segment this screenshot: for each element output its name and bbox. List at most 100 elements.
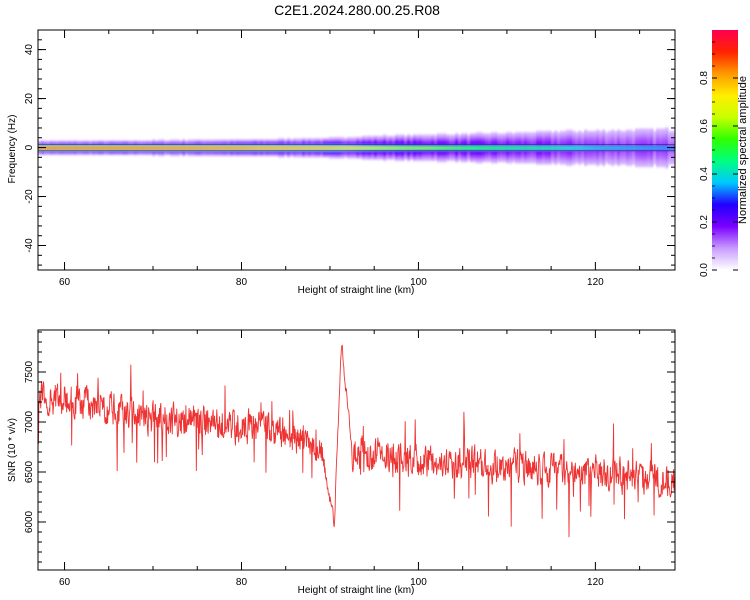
heatmap-cell — [401, 148, 405, 150]
heatmap-cell — [632, 161, 636, 164]
heatmap-cell — [386, 137, 390, 139]
heatmap-cell — [59, 145, 63, 148]
heatmap-cell — [617, 151, 621, 154]
heatmap-cell — [611, 161, 615, 164]
heatmap-cell — [350, 146, 354, 149]
heatmap-cell — [254, 154, 258, 157]
heatmap-cell — [218, 146, 222, 149]
heatmap-cell — [659, 135, 663, 138]
heatmap-cell — [359, 144, 363, 147]
heatmap-cell — [632, 150, 636, 153]
heatmap-cell — [422, 148, 426, 150]
heatmap-cell — [572, 160, 576, 163]
heatmap-cell — [515, 142, 519, 144]
heatmap-cell — [272, 145, 276, 148]
heatmap-cell — [551, 159, 555, 161]
heatmap-cell — [476, 156, 480, 159]
heatmap-cell — [524, 157, 528, 160]
heatmap-cell — [356, 145, 360, 148]
heatmap-cell — [563, 161, 567, 164]
heatmap-cell — [167, 150, 171, 153]
heatmap-cell — [320, 144, 324, 147]
heatmap-cell — [464, 140, 468, 143]
heatmap-cell — [371, 144, 375, 147]
heatmap-cell — [437, 149, 441, 152]
heatmap-cell — [308, 142, 312, 144]
heatmap-cell — [512, 146, 516, 149]
heatmap-cell — [623, 148, 627, 150]
heatmap-cell — [56, 148, 60, 150]
heatmap-cell — [311, 155, 315, 158]
heatmap-cell — [506, 148, 510, 150]
heatmap-cell — [542, 138, 546, 141]
heatmap-cell — [644, 161, 648, 164]
heatmap-cell — [611, 146, 615, 149]
heatmap-cell — [188, 154, 192, 157]
heatmap-cell — [575, 159, 579, 161]
heatmap-cell — [548, 137, 552, 139]
heatmap-cell — [638, 156, 642, 159]
heatmap-cell — [347, 155, 351, 158]
heatmap-cell — [467, 155, 471, 158]
heatmap-cell — [560, 137, 564, 139]
heatmap-cell — [413, 144, 417, 147]
heatmap-cell — [611, 164, 615, 166]
heatmap-cell — [623, 135, 627, 138]
heatmap-cell — [392, 142, 396, 144]
heatmap-cell — [548, 160, 552, 163]
heatmap-cell — [629, 146, 633, 149]
heatmap-cell — [275, 149, 279, 152]
heatmap-cell — [122, 140, 126, 143]
heatmap-cell — [374, 155, 378, 158]
heatmap-cell — [179, 149, 183, 152]
heatmap-cell — [296, 142, 300, 144]
heatmap-cell — [497, 148, 501, 150]
heatmap-cell — [614, 156, 618, 159]
heatmap-cell — [110, 140, 114, 143]
heatmap-cell — [437, 151, 441, 154]
heatmap-cell — [182, 145, 186, 148]
heatmap-cell — [293, 155, 297, 158]
heatmap-cell — [602, 156, 606, 159]
heatmap-cell — [554, 138, 558, 141]
heatmap-cell — [653, 149, 657, 152]
heatmap-cell — [626, 148, 630, 150]
heatmap-cell — [197, 145, 201, 148]
heatmap-cell — [617, 149, 621, 152]
heatmap-cell — [302, 154, 306, 157]
heatmap-cell — [62, 145, 66, 148]
heatmap-cell — [101, 145, 105, 148]
heatmap-cell — [599, 137, 603, 139]
heatmap-cell — [122, 153, 126, 155]
heatmap-cell — [476, 155, 480, 158]
heatmap-cell — [332, 140, 336, 143]
heatmap-cell — [200, 142, 204, 144]
heatmap-cell — [368, 139, 372, 142]
heatmap-cell — [92, 144, 96, 147]
heatmap-cell — [443, 159, 447, 161]
heatmap-cell — [482, 134, 486, 137]
heatmap-cell — [476, 138, 480, 141]
heatmap-cell — [638, 128, 642, 131]
heatmap-cell — [545, 145, 549, 148]
heatmap-cell — [419, 159, 423, 161]
heatmap-cell — [155, 144, 159, 147]
heatmap-cell — [659, 131, 663, 133]
heatmap-cell — [383, 145, 387, 148]
heatmap-cell — [614, 145, 618, 148]
heatmap-cell — [641, 137, 645, 139]
heatmap-cell — [455, 156, 459, 159]
heatmap-cell — [557, 151, 561, 154]
heatmap-cell — [233, 145, 237, 148]
heatmap-cell — [647, 157, 651, 160]
heatmap-cell — [305, 151, 309, 154]
heatmap-cell — [194, 145, 198, 148]
y-tick-label: 40 — [24, 44, 35, 56]
heatmap-cell — [362, 153, 366, 155]
heatmap-cell — [569, 154, 573, 157]
heatmap-cell — [341, 139, 345, 142]
heatmap-cell — [425, 151, 429, 154]
heatmap-cell — [377, 138, 381, 141]
